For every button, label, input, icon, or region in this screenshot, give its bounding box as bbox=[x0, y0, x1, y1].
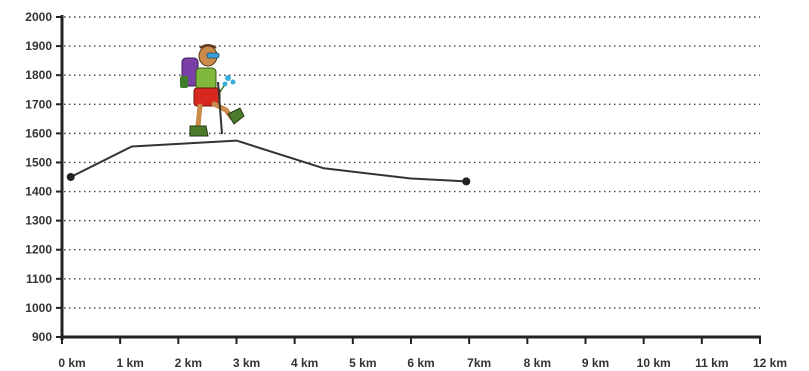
y-tick-label-1900: 1900 bbox=[25, 39, 52, 53]
hiker-illustration bbox=[180, 44, 245, 137]
y-tick-label-1500: 1500 bbox=[25, 155, 52, 169]
end-point-marker bbox=[462, 177, 471, 186]
elevation-series bbox=[66, 139, 471, 186]
y-tick-label-1600: 1600 bbox=[25, 126, 52, 140]
elevation-line-0 bbox=[70, 139, 467, 183]
y-tick-label-1300: 1300 bbox=[25, 214, 52, 228]
y-tick-label-1200: 1200 bbox=[25, 243, 52, 257]
x-tick-label-1: 1 km bbox=[116, 356, 143, 370]
y-tick-label-1700: 1700 bbox=[25, 97, 52, 111]
y-tick-label-1400: 1400 bbox=[25, 185, 52, 199]
x-tick-label-12: 12 km bbox=[753, 356, 787, 370]
y-tick-label-1000: 1000 bbox=[25, 301, 52, 315]
x-tick-label-11: 11 km bbox=[695, 356, 728, 370]
x-tick-label-4: 4 km bbox=[291, 356, 318, 370]
x-tick-label-3: 3 km bbox=[233, 356, 260, 370]
x-tick-label-9: 9 km bbox=[582, 356, 609, 370]
x-tick-label-2: 2 km bbox=[175, 356, 202, 370]
y-tick-label-2000: 2000 bbox=[25, 10, 52, 24]
start-point-marker bbox=[66, 173, 75, 181]
x-tick-label-6: 6 km bbox=[407, 356, 434, 370]
axes bbox=[60, 15, 761, 340]
grid-lines bbox=[64, 16, 760, 309]
x-tick-label-10: 10 km bbox=[637, 356, 671, 370]
y-axis-ticks: 900 1000 1100 1200 1300 1400 1500 1600 1700 1800 1… bbox=[25, 10, 62, 344]
x-tick-label-0: 0 km bbox=[58, 356, 85, 370]
y-tick-label-1800: 1800 bbox=[25, 68, 52, 82]
x-tick-label-7: 7km bbox=[467, 356, 491, 370]
x-tick-label-5: 5 km bbox=[349, 356, 376, 370]
y-tick-label-1100: 1100 bbox=[26, 272, 52, 286]
y-tick-label-900: 900 bbox=[32, 330, 52, 344]
x-axis-ticks: 0 km 1 km 2 km 3 km 4 km 5 km 6 km 7km 8 km 9 km 1… bbox=[58, 337, 787, 370]
x-tick-label-8: 8 km bbox=[524, 356, 551, 370]
